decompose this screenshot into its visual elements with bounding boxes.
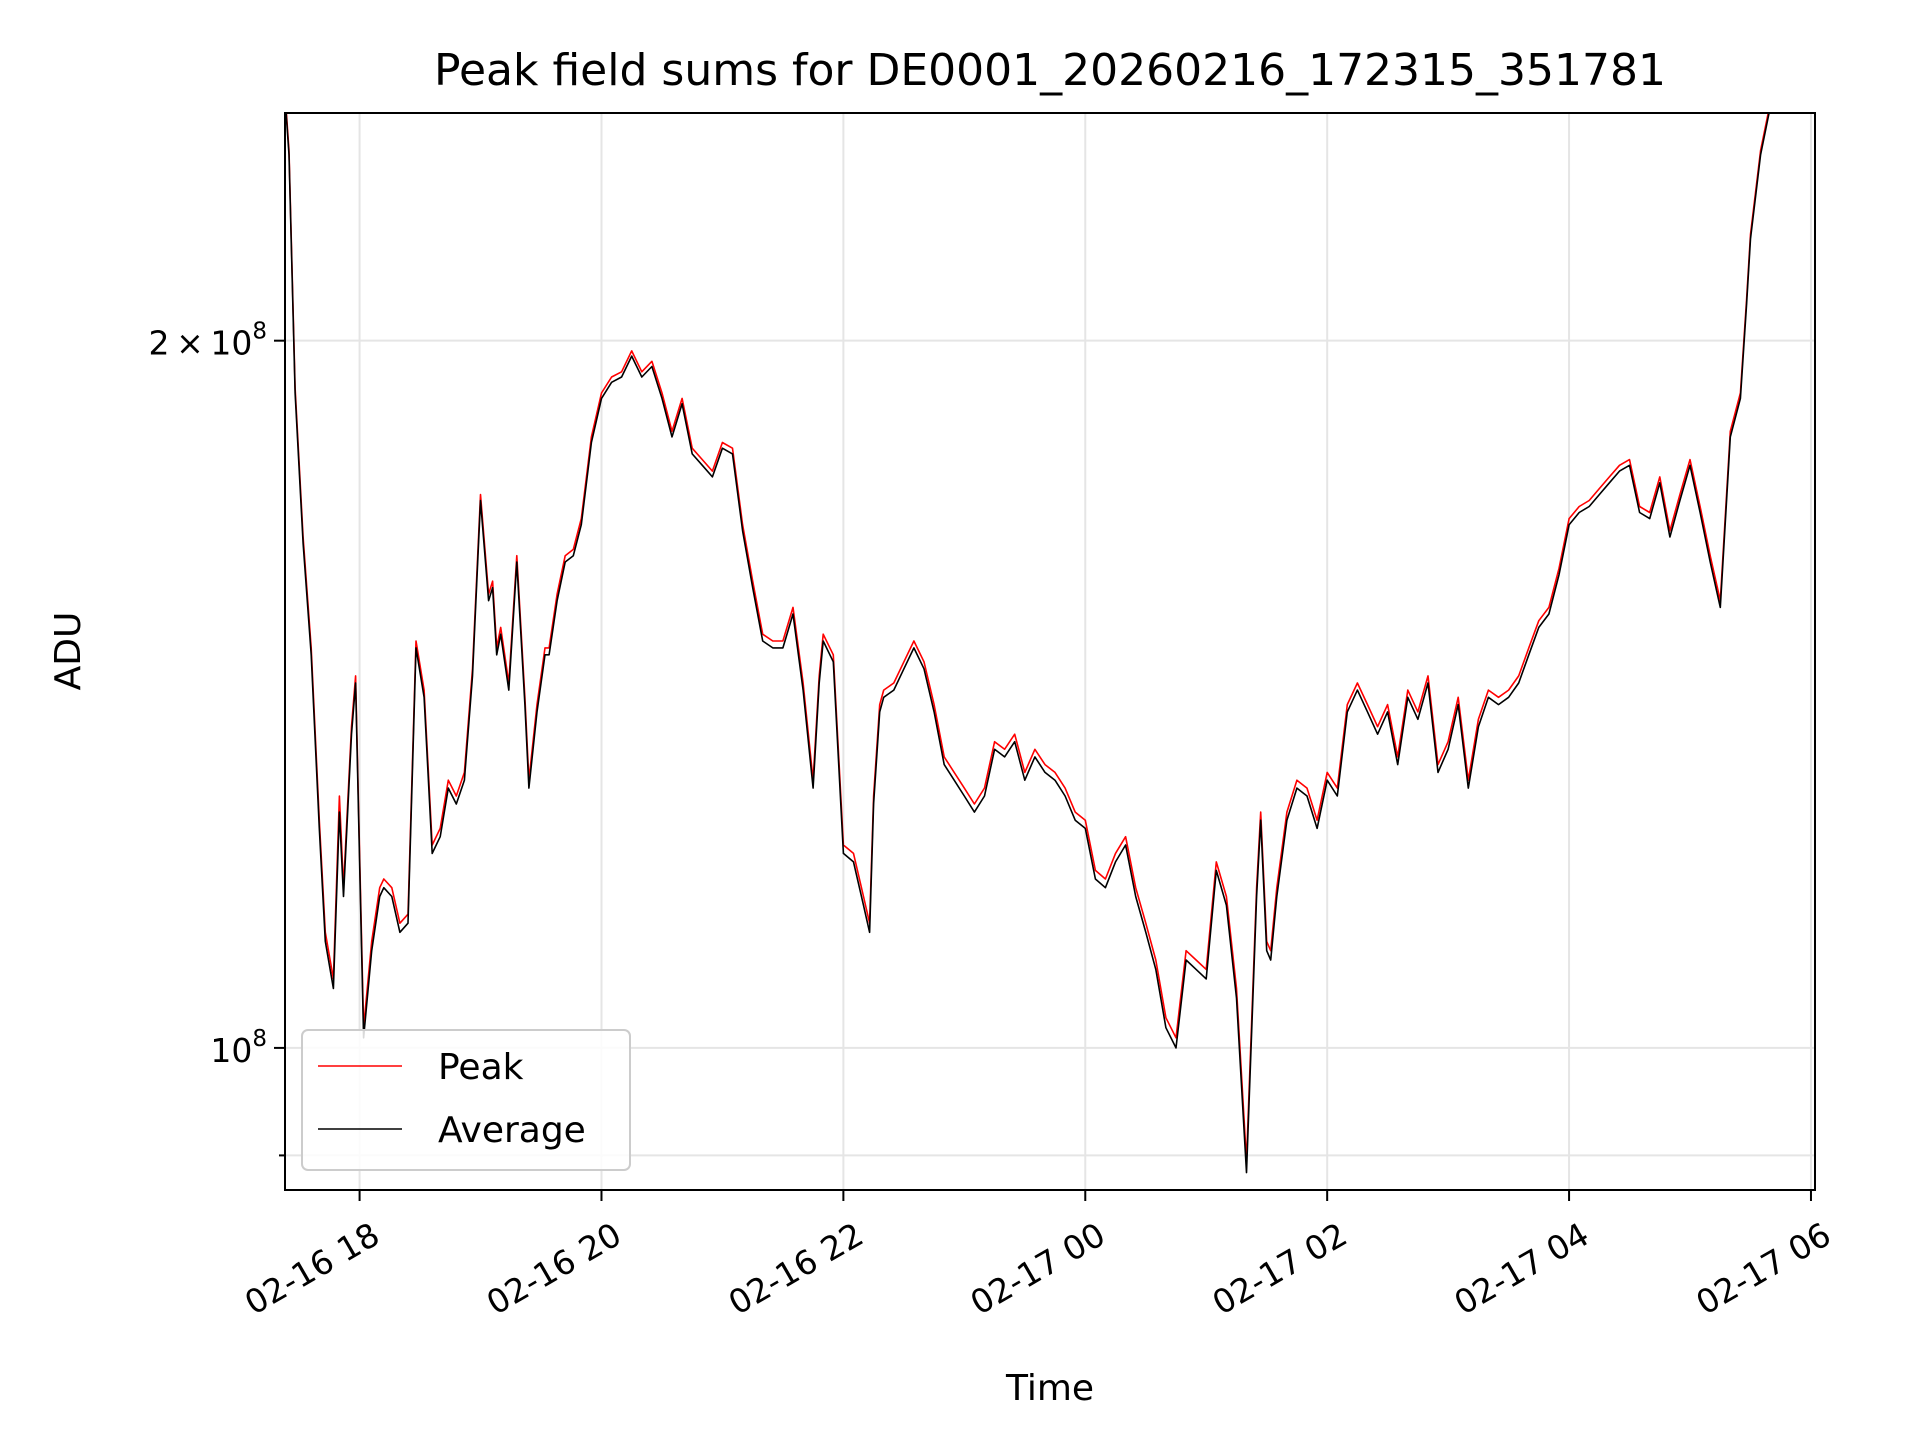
x-axis-label: Time [1005,1368,1094,1409]
series-line-average [285,113,1770,1174]
plot-frame [284,112,1816,1191]
legend: Peak Average [301,1029,631,1171]
y-axis-label: ADU [48,612,89,691]
legend-label-average: Average [438,1110,586,1151]
grid [285,113,1815,1190]
series-layer [285,113,1770,1174]
y-tick-label: 2 × 108 [149,319,267,363]
legend-box [301,1029,631,1171]
legend-label-peak: Peak [438,1047,524,1088]
chart-title: Peak field sums for DE0001_20260216_1723… [434,45,1666,96]
